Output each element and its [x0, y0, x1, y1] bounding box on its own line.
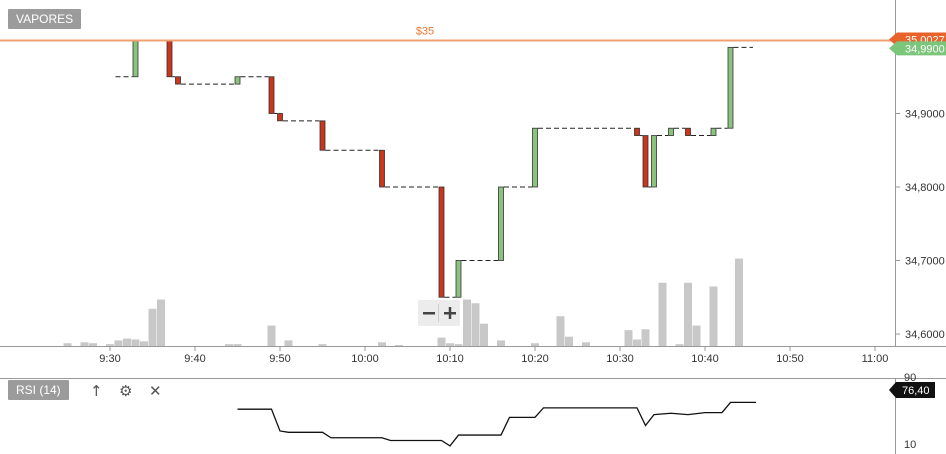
- up-bar: [668, 127, 674, 136]
- volume-bar: [284, 340, 293, 346]
- arrow-up-icon[interactable]: ↑: [90, 382, 103, 400]
- plus-icon: [443, 307, 456, 319]
- down-bar: [268, 76, 275, 114]
- volume-bar: [123, 338, 131, 346]
- volume-bar: [463, 299, 471, 346]
- down-bar: [277, 113, 283, 122]
- x-tick-label: 10:10: [436, 353, 464, 365]
- svg-text:34,9900: 34,9900: [905, 43, 945, 55]
- svg-text:76,40: 76,40: [902, 385, 930, 397]
- volume-bar: [692, 325, 701, 346]
- rsi-value-badge: 76,40: [889, 382, 935, 398]
- up-bar: [532, 127, 538, 188]
- up-bar: [132, 39, 139, 78]
- volume-bar: [471, 303, 480, 346]
- volume-bar: [446, 343, 454, 346]
- up-bar: [234, 76, 241, 85]
- down-bar: [175, 76, 181, 85]
- price-bars: [132, 39, 734, 298]
- y-tick-label: 34,8000: [905, 182, 945, 194]
- x-tick-label: 10:50: [776, 353, 804, 365]
- volume-bar: [624, 330, 633, 346]
- rsi-axis-bottom: 10: [904, 439, 916, 451]
- down-bar: [685, 127, 691, 136]
- volume-bar: [378, 342, 386, 346]
- x-tick-label: 9:40: [184, 353, 205, 365]
- up-bar: [455, 260, 462, 298]
- x-tick-label: 10:40: [691, 353, 719, 365]
- y-tick-label: 34,7000: [905, 256, 945, 268]
- x-tick-label: 9:30: [99, 353, 120, 365]
- x-tick-label: 10:00: [351, 353, 379, 365]
- x-axis-ticks: 9:30 9:40 9:50 10:00 10:10 10:20 10:30 10:40 10:…: [99, 346, 888, 365]
- volume-bar: [565, 336, 573, 346]
- rsi-line: [237, 401, 756, 447]
- rsi-axis-top: 90: [904, 372, 916, 384]
- volume-bar: [675, 344, 684, 346]
- y-tick-label: 34,9000: [905, 109, 945, 121]
- rsi-tag[interactable]: RSI (14): [8, 380, 69, 400]
- volume-bar: [89, 343, 97, 346]
- up-bar: [498, 186, 504, 261]
- volume-bar: [531, 343, 539, 346]
- level-line-label: $35: [416, 26, 434, 38]
- y-axis-ticks: 34,9000 34,8000 34,7000 34,6000: [895, 109, 945, 341]
- last-price-badge: 34,9900: [889, 41, 946, 56]
- volume-bar: [148, 308, 157, 346]
- x-tick-label: 9:50: [269, 353, 290, 365]
- volume-bar: [233, 344, 242, 346]
- zoom-control: [418, 300, 460, 326]
- volume-bar: [437, 337, 446, 346]
- volume-bar: [658, 282, 667, 346]
- volume-bar: [395, 345, 403, 346]
- volume-bar: [106, 344, 114, 346]
- volume-bar: [140, 341, 148, 346]
- volume-bar: [641, 329, 650, 346]
- volume-bar: [497, 340, 505, 346]
- gear-icon[interactable]: ⚙: [119, 382, 133, 400]
- zoom-in-button[interactable]: [439, 300, 460, 326]
- up-bar: [727, 46, 734, 129]
- down-bar: [438, 186, 445, 298]
- up-bar: [710, 127, 717, 136]
- volume-bar: [157, 299, 165, 346]
- volume-bar: [80, 342, 89, 346]
- down-bar: [642, 135, 649, 188]
- volume-bar: [225, 344, 233, 346]
- x-tick-label: 11:00: [862, 353, 889, 365]
- volume-bar: [63, 343, 72, 346]
- up-bar: [651, 135, 657, 188]
- down-bar: [319, 120, 326, 151]
- volume-bar: [633, 339, 641, 346]
- volume-bar: [267, 325, 276, 346]
- down-bar: [634, 127, 640, 136]
- down-bar: [166, 39, 173, 78]
- volume-bar: [454, 344, 463, 346]
- volume-bar: [582, 342, 590, 346]
- x-tick-label: 10:20: [521, 353, 549, 365]
- volume-bar: [480, 323, 488, 346]
- volume-bar: [735, 258, 743, 346]
- volume-bar: [709, 286, 718, 346]
- close-icon[interactable]: ✕: [149, 382, 162, 400]
- symbol-tag[interactable]: VAPORES: [8, 9, 82, 29]
- volume-bar: [131, 339, 140, 346]
- zoom-out-button[interactable]: [418, 300, 439, 326]
- y-tick-label: 34,6000: [905, 329, 945, 341]
- volume-bar: [318, 344, 327, 346]
- volume-bar: [556, 316, 565, 346]
- minus-icon: [422, 312, 435, 315]
- down-bar: [379, 149, 385, 188]
- close-step-lines: [115, 39, 753, 298]
- volume-bar: [684, 282, 692, 346]
- volume-bars: [63, 258, 743, 346]
- x-tick-label: 10:30: [606, 353, 634, 365]
- volume-bar: [114, 340, 123, 346]
